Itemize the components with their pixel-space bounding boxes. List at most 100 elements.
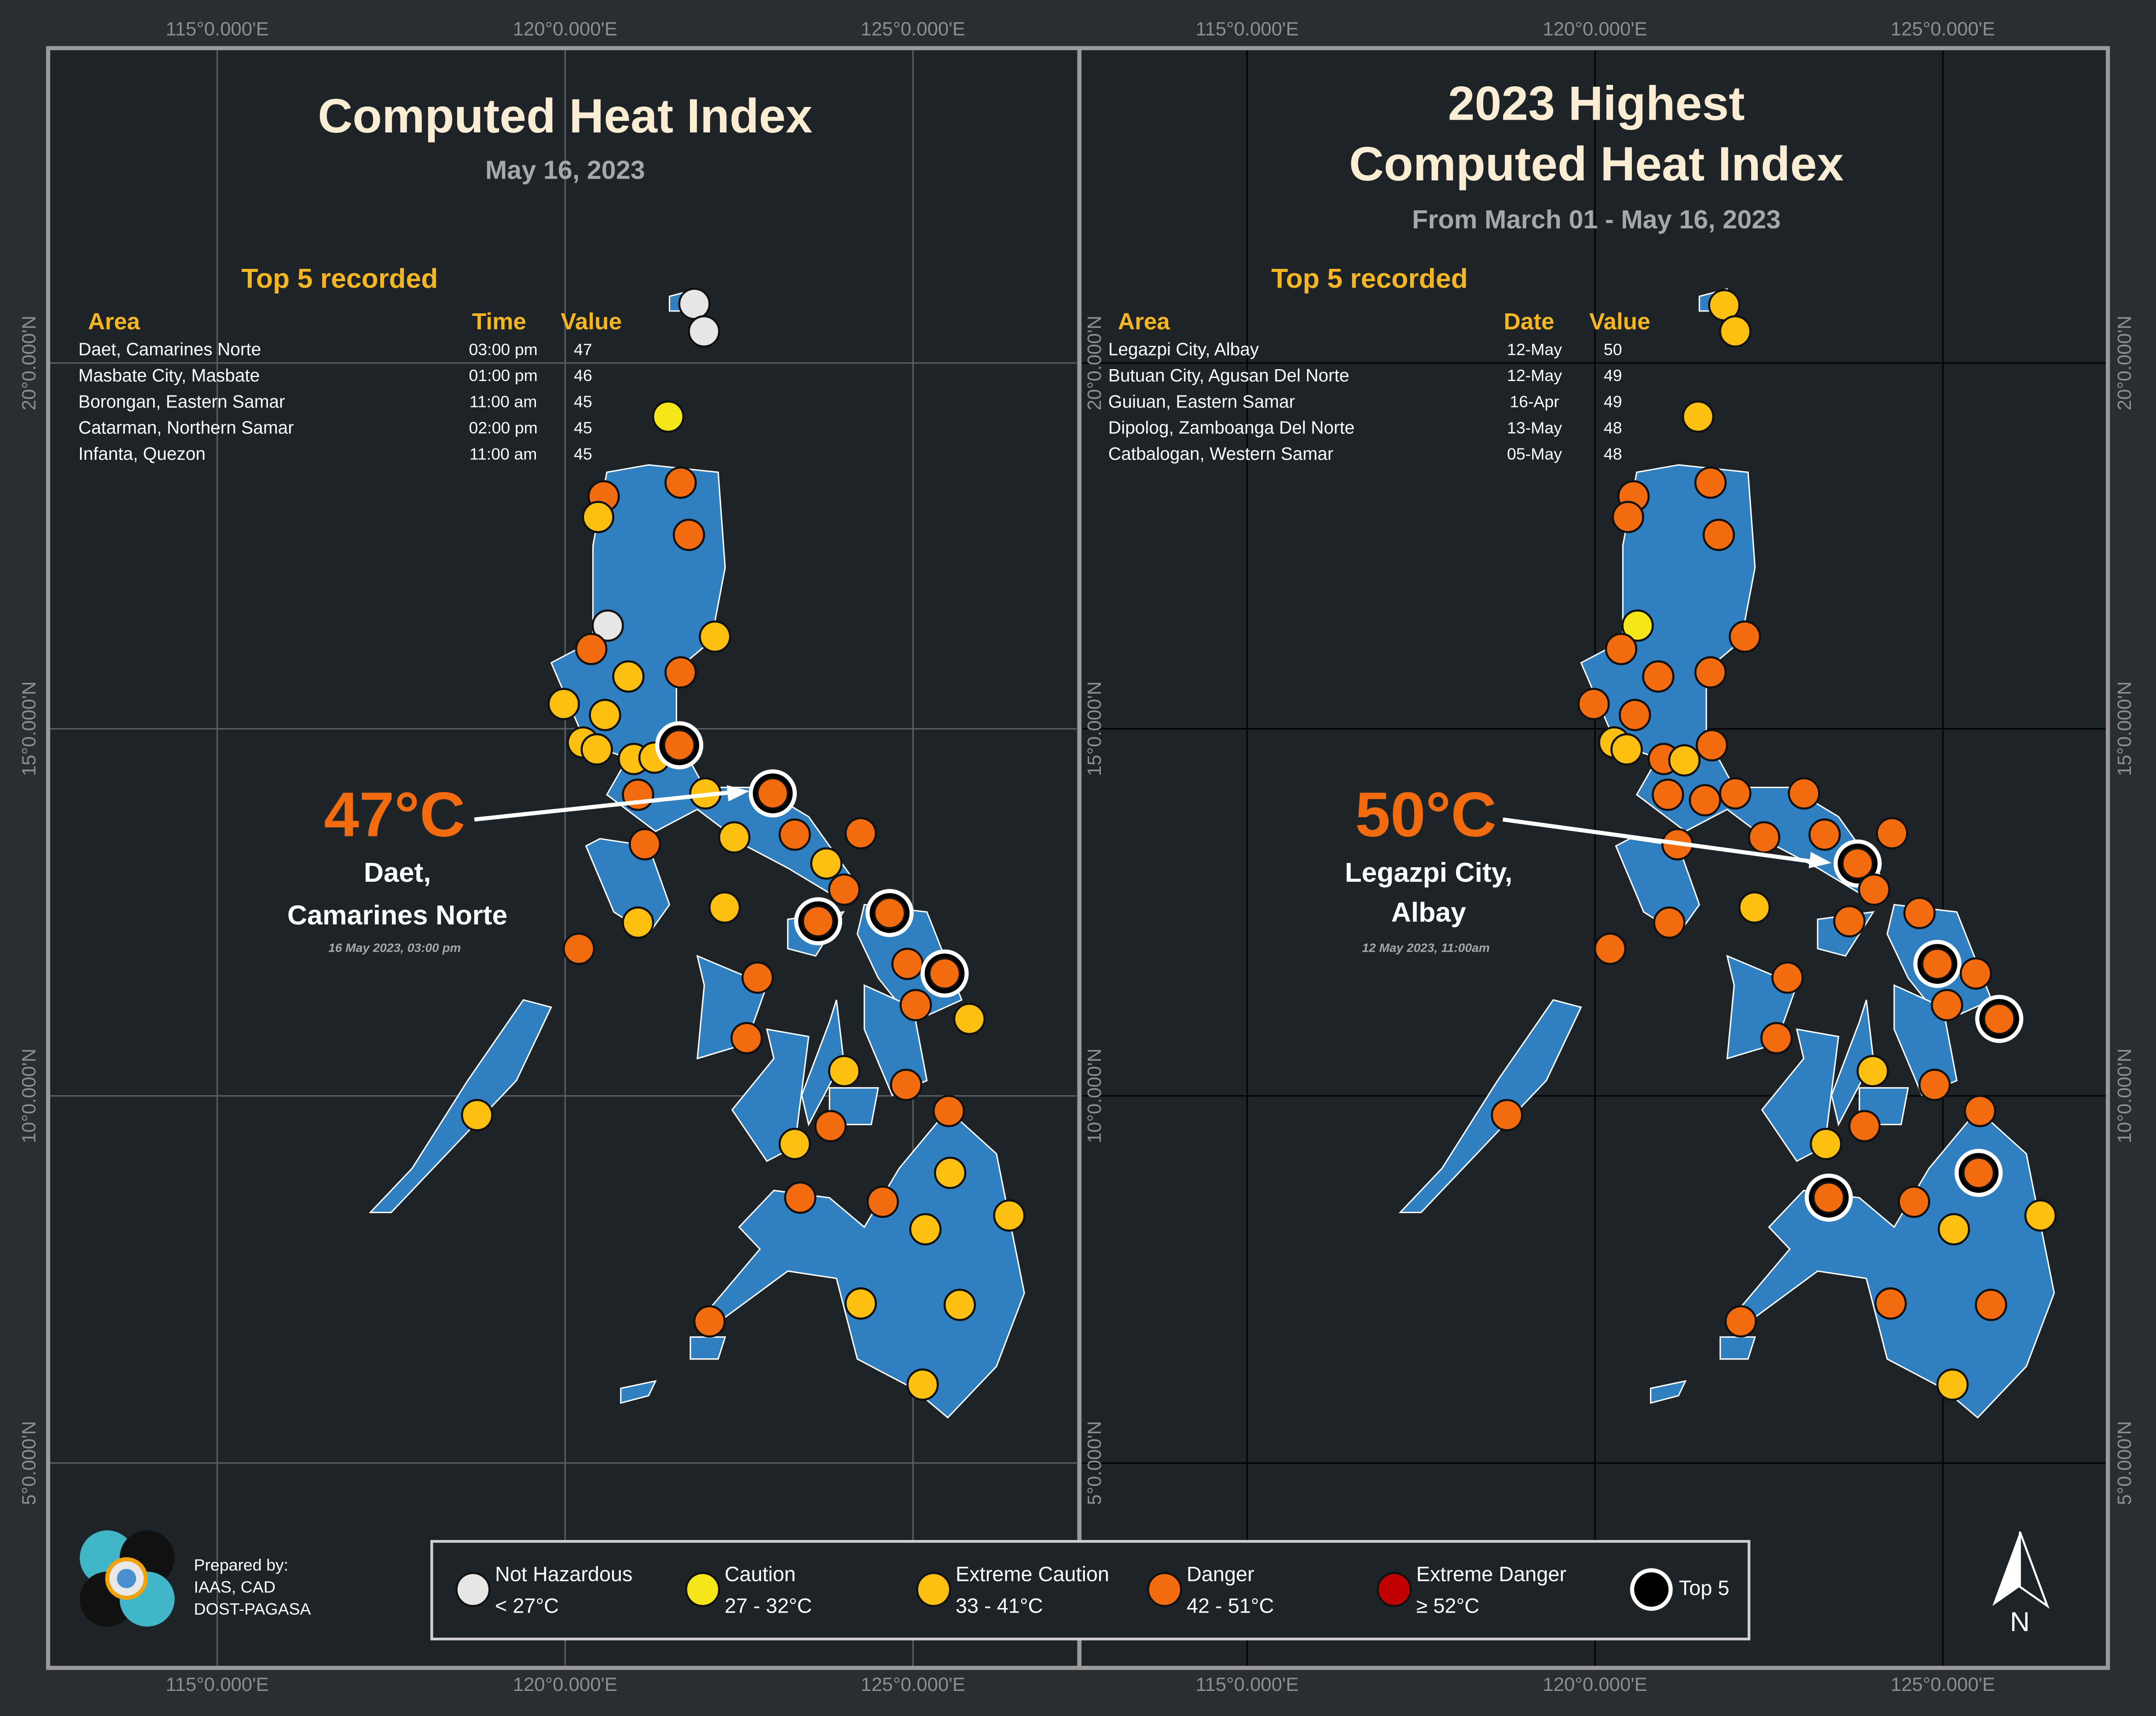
station [873, 897, 906, 929]
table-cell: 48 [1604, 418, 1622, 437]
station [547, 688, 580, 720]
stations [461, 287, 2057, 1401]
station [699, 620, 731, 653]
x-axis-label: 115°0.000'E [166, 1674, 269, 1695]
station [1936, 1368, 1969, 1401]
station [1618, 699, 1651, 731]
table-cell: 11:00 am [469, 444, 537, 463]
highlight-note: 12 May 2023, 11:00am [1362, 941, 1490, 955]
x-axis-label: 115°0.000'E [1195, 18, 1298, 40]
station [1610, 733, 1643, 766]
x-axis-label: 125°0.000'E [861, 18, 965, 40]
legend-label: Top 5 [1679, 1577, 1730, 1599]
table-cell: 50 [1604, 340, 1622, 359]
legend-range: 42 - 51°C [1187, 1595, 1274, 1617]
table-cell: 16-Apr [1510, 392, 1559, 411]
panel-title: Computed Heat Index [1349, 137, 1844, 191]
station [1808, 818, 1841, 851]
station [1605, 633, 1638, 665]
north-arrow-left [1992, 1532, 2020, 1606]
north-arrow-right [2019, 1531, 2050, 1609]
station [591, 609, 624, 642]
station [844, 817, 877, 850]
table-cell: 49 [1604, 366, 1622, 385]
station [1694, 466, 1727, 499]
x-axis-label: 120°0.000'E [513, 1674, 618, 1695]
station [1788, 777, 1820, 810]
x-axis-label: 125°0.000'E [1891, 1674, 1995, 1695]
table-cell: 12-May [1507, 366, 1562, 385]
station [1642, 660, 1675, 693]
station [1874, 1287, 1907, 1320]
island [1830, 1000, 1874, 1127]
station [1937, 1213, 1970, 1246]
pointer-line [1502, 817, 1817, 865]
table-cell: Borongan, Eastern Samar [78, 391, 285, 411]
table-cell: 45 [574, 392, 592, 411]
highlight-place: Legazpi City, [1345, 857, 1512, 888]
station [810, 847, 843, 880]
legend-label: Danger [1187, 1563, 1254, 1586]
table-cell: 45 [574, 444, 592, 463]
highlight-place: Camarines Norte [287, 900, 507, 931]
table-header: Area [1118, 308, 1170, 334]
station [1668, 744, 1701, 777]
x-axis-label: 120°0.000'E [1543, 18, 1647, 40]
station [899, 989, 932, 1022]
legend-label: Extreme Danger [1416, 1563, 1566, 1586]
station [1653, 906, 1686, 939]
station [891, 947, 924, 980]
panel-title: 2023 Highest [1448, 77, 1745, 131]
station [1921, 947, 1954, 980]
y-axis-label: 10°0.000'N [2114, 1049, 2135, 1144]
north-arrow [1992, 1531, 2050, 1609]
credit-line: IAAS, CAD [194, 1577, 275, 1596]
station [672, 518, 705, 551]
station [1760, 1022, 1793, 1055]
x-axis-label: 125°0.000'E [1891, 18, 1995, 40]
legend-range: < 27°C [495, 1595, 559, 1617]
station [1964, 1095, 1996, 1127]
island [368, 999, 552, 1214]
station [612, 660, 645, 693]
station [652, 400, 685, 433]
x-axis-label: 115°0.000'E [166, 18, 269, 40]
station [928, 957, 961, 990]
station [828, 873, 861, 906]
station [664, 656, 697, 689]
table-cell: Guiuan, Eastern Samar [1108, 391, 1295, 411]
y-axis-label: 5°0.000'N [2114, 1421, 2135, 1505]
station [943, 1288, 976, 1321]
highlight-place: Daet, [364, 857, 431, 888]
table-cell: Masbate City, Masbate [78, 365, 260, 385]
station [993, 1199, 1026, 1232]
x-axis-label: 115°0.000'E [1195, 1674, 1298, 1695]
legend-label: Extreme Caution [956, 1563, 1109, 1586]
station [718, 821, 751, 854]
station [1612, 501, 1644, 533]
station [1975, 1288, 2007, 1321]
station [1931, 989, 1963, 1022]
station [778, 1128, 811, 1160]
table-cell: Catarman, Northern Samar [78, 418, 294, 438]
station [953, 1002, 986, 1035]
station [1841, 847, 1874, 880]
station [688, 315, 720, 348]
station [1858, 873, 1891, 906]
legend-box [430, 1540, 1751, 1641]
logo [80, 1530, 175, 1627]
station [461, 1099, 494, 1132]
legend-swatch [1376, 1572, 1412, 1607]
station [2024, 1199, 2057, 1232]
legend-swatch [685, 1572, 720, 1607]
y-axis-label: 20°0.000'N [2114, 315, 2135, 411]
table-cell: 13-May [1507, 418, 1562, 437]
table-header: Area [88, 308, 140, 334]
highlight-place: Albay [1391, 897, 1466, 928]
highlight-note: 16 May 2023, 03:00 pm [328, 941, 461, 955]
table-header: Date [1503, 308, 1554, 334]
station [741, 961, 774, 994]
highlight-value: 50°C [1355, 779, 1496, 850]
